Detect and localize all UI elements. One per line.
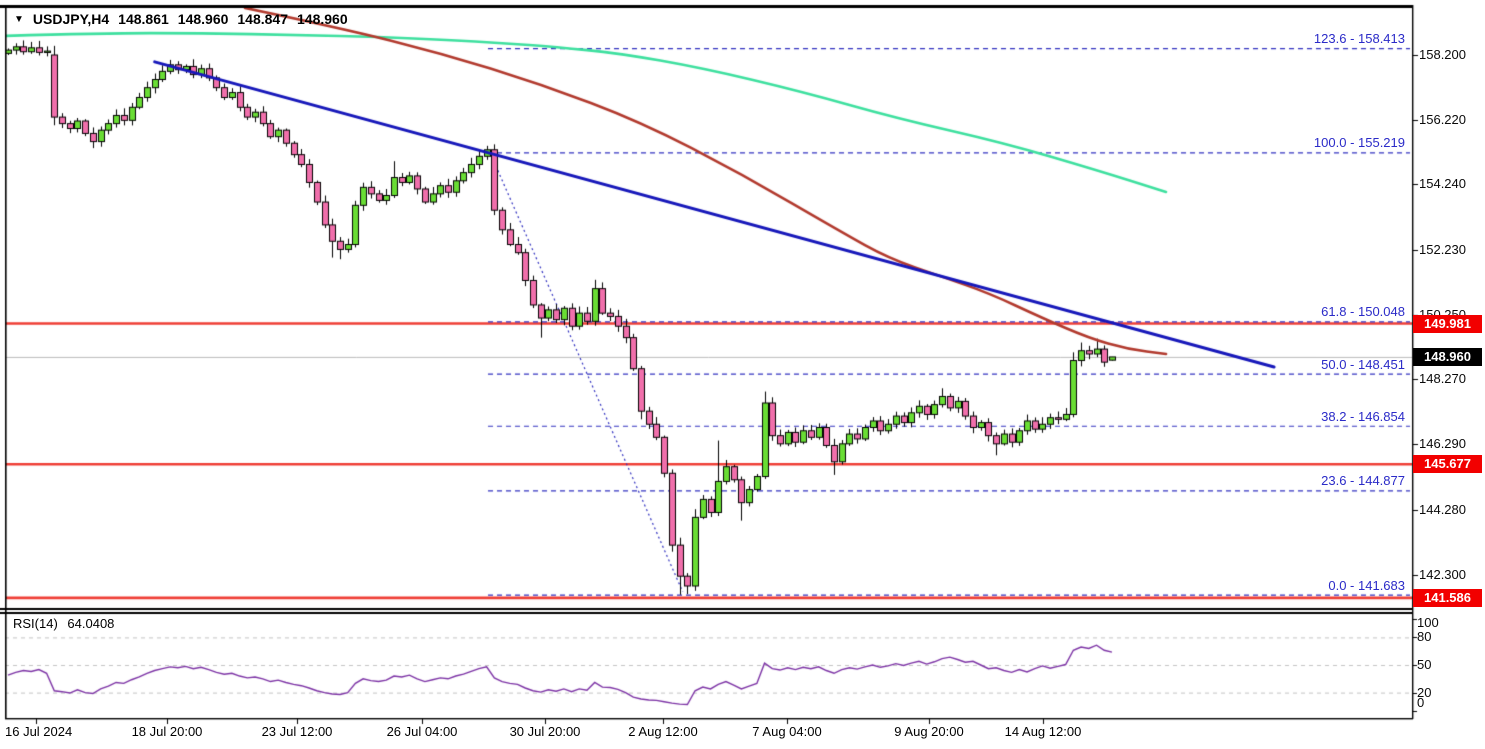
symbol-period-label: USDJPY,H4 bbox=[32, 11, 110, 27]
ohlc-low: 148.847 bbox=[237, 11, 288, 27]
ohlc-high: 148.960 bbox=[177, 11, 229, 27]
ohlc-close: 148.960 bbox=[297, 11, 348, 27]
ohlc-open: 148.861 bbox=[118, 11, 169, 27]
symbol-dropdown-icon[interactable]: ▼ bbox=[14, 13, 24, 25]
chart-title: ▼ USDJPY,H4 148.861 148.960 148.847 148.… bbox=[14, 11, 357, 27]
